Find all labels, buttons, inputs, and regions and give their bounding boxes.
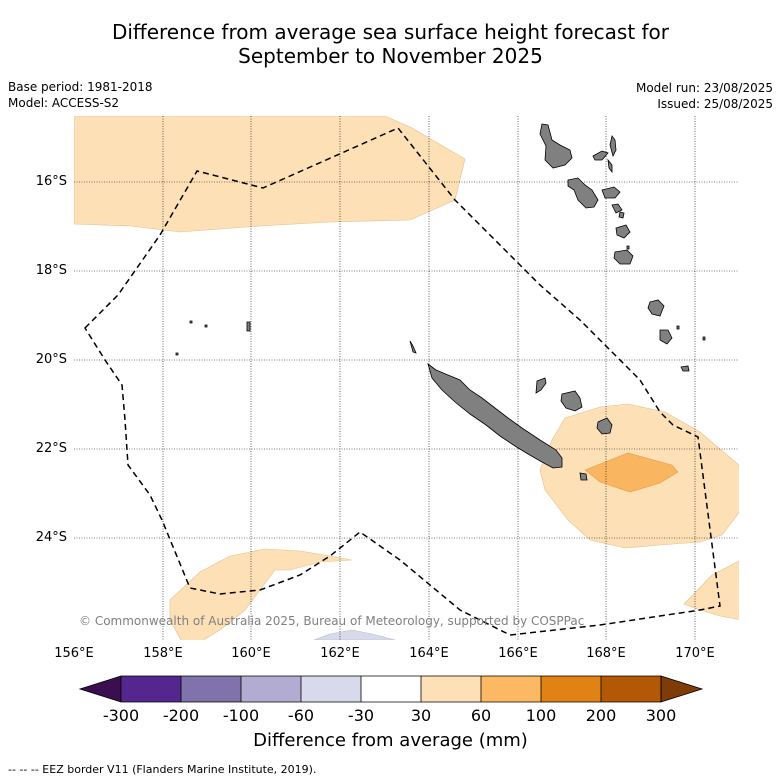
colorbar-bin-1 <box>121 676 181 702</box>
eez-border <box>84 127 721 636</box>
hunter-island <box>680 365 690 372</box>
malekula-island <box>567 177 599 209</box>
colorbar-tick-label: 30 <box>410 706 432 725</box>
colorbar-bin-4 <box>301 676 361 702</box>
chart-title-line-1: Difference from average sea surface heig… <box>111 20 670 44</box>
colorbar <box>78 675 704 703</box>
small-island-6 <box>626 245 630 250</box>
espiritu-santo-island <box>539 123 573 169</box>
ambae-island <box>592 150 609 161</box>
small-island-2 <box>204 324 208 328</box>
lat-label-18s: 18°S <box>35 263 67 278</box>
lat-label-24s: 24°S <box>35 530 67 545</box>
lat-label-20s: 20°S <box>35 352 67 367</box>
small-island-1 <box>189 320 193 324</box>
colorbar-tick-label: 60 <box>470 706 492 725</box>
mare-island <box>596 417 613 435</box>
lon-label-164e: 164°E <box>409 646 449 661</box>
eez-footnote: -- -- -- EEZ border V11 (Flanders Marine… <box>8 763 317 776</box>
epi-island <box>611 203 623 214</box>
chesterfield-islands <box>246 321 251 332</box>
colorbar-tick-label: 200 <box>585 706 617 725</box>
lon-label-160e: 160°E <box>231 646 271 661</box>
efate-island <box>615 224 631 239</box>
colorbar-bin-5 <box>361 676 421 702</box>
anomaly-negative-south <box>313 629 396 640</box>
shepherd-islands <box>618 211 625 219</box>
colorbar-title: Difference from average (mm) <box>253 730 528 751</box>
maewo-island <box>609 135 617 158</box>
anomaly-core-east <box>584 452 679 493</box>
isle-of-pines <box>579 472 588 481</box>
colorbar-tick-label: -100 <box>222 706 260 725</box>
anomaly-region-north <box>74 116 466 233</box>
ouvea-island <box>535 377 547 394</box>
colorbar-bin-2 <box>181 676 241 702</box>
colorbar-tick-label: -60 <box>287 706 315 725</box>
colorbar-tick-label: -200 <box>162 706 200 725</box>
colorbar-tick-label: 300 <box>645 706 677 725</box>
ambrym-island <box>601 186 621 199</box>
lifou-island <box>560 390 583 412</box>
colorbar-tick-label: -300 <box>102 706 140 725</box>
small-island-3 <box>175 352 179 356</box>
colorbar-bin-9 <box>601 676 661 702</box>
colorbar-extend-low <box>78 675 122 703</box>
lat-label-16s: 16°S <box>35 174 67 189</box>
new-caledonia-main-island <box>427 362 563 469</box>
lon-label-156e: 156°E <box>54 646 94 661</box>
issued-text: Issued: 25/08/2025 <box>657 97 773 111</box>
belep-islands <box>409 340 417 354</box>
lat-label-22s: 22°S <box>35 441 67 456</box>
lon-label-158e: 158°E <box>143 646 183 661</box>
lon-label-168e: 168°E <box>586 646 626 661</box>
base-period-text: Base period: 1981-2018 <box>8 80 153 94</box>
colorbar-bin-3 <box>241 676 301 702</box>
colorbar-tick-label: -30 <box>347 706 375 725</box>
model-run-text: Model run: 23/08/2025 <box>635 81 773 95</box>
lon-label-162e: 162°E <box>320 646 360 661</box>
colorbar-tick-label: 100 <box>525 706 557 725</box>
colorbar-bin-8 <box>541 676 601 702</box>
copyright-notice: © Commonwealth of Australia 2025, Bureau… <box>79 614 585 628</box>
pentecost-island <box>607 158 613 174</box>
tanna-island-group <box>647 299 665 317</box>
lon-label-166e: 166°E <box>498 646 538 661</box>
anomaly-region-south <box>169 548 353 640</box>
model-text: Model: ACCESS-S2 <box>8 96 120 110</box>
chart-title-line-2: September to November 2025 <box>238 44 543 68</box>
aneityum-island <box>659 329 673 345</box>
colorbar-bin-7 <box>481 676 541 702</box>
small-island-4 <box>676 325 680 330</box>
lon-label-170e: 170°E <box>675 646 715 661</box>
erromango-island <box>613 249 634 265</box>
colorbar-extend-high <box>660 675 704 703</box>
small-island-5 <box>702 336 706 341</box>
colorbar-bin-6 <box>421 676 481 702</box>
